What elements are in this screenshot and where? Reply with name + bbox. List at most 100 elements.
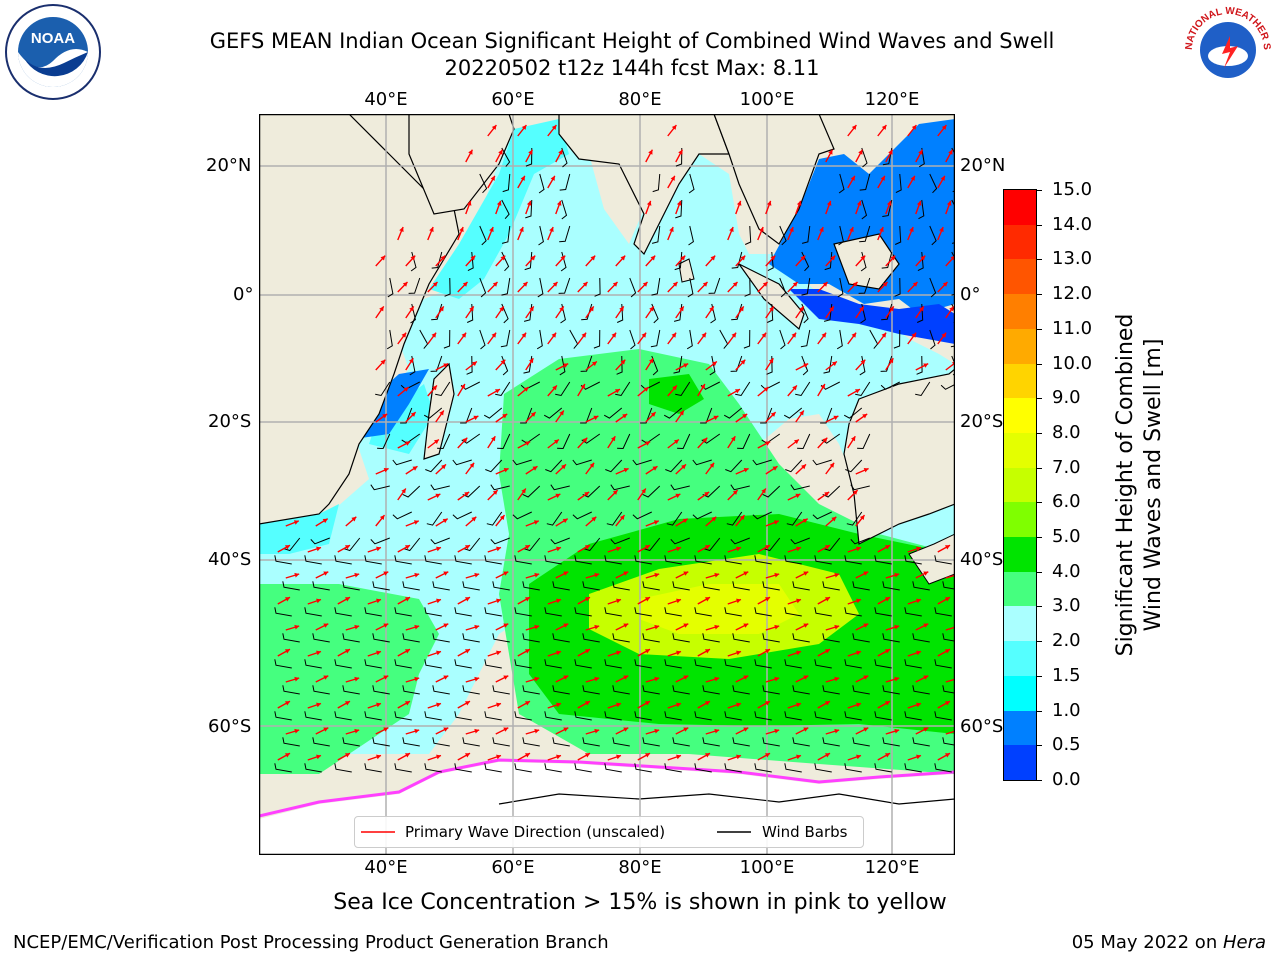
wave-direction-arrowhead [469, 462, 475, 468]
wave-direction-arrow [945, 626, 955, 631]
wind-barb [604, 659, 622, 669]
wind-barb [912, 685, 930, 695]
wave-direction-arrowhead [503, 675, 509, 680]
wave-direction-arrowhead [881, 125, 887, 130]
wave-direction-arrowhead [742, 413, 748, 419]
wave-direction-arrowhead [412, 466, 418, 471]
wind-barb [672, 633, 690, 643]
wave-direction-arrowhead [528, 149, 533, 155]
wave-direction-arrowhead [552, 282, 558, 287]
wave-direction-arrowhead [474, 728, 480, 734]
colorbar-tick-label: 2.0 [1052, 630, 1081, 652]
wind-barb [663, 407, 683, 419]
wind-barb [310, 537, 330, 545]
wave-direction-arrowhead [860, 255, 866, 261]
wind-barb [274, 659, 292, 669]
wave-direction-arrowhead [803, 623, 809, 628]
wind-barb [790, 537, 810, 545]
land-sumatra [738, 263, 805, 331]
wave-direction-arrowhead [525, 545, 530, 550]
ocean-blue-indonesia [789, 289, 955, 344]
wave-direction-arrowhead [496, 546, 501, 552]
wave-direction-arrowhead [732, 282, 738, 287]
wind-barb [394, 659, 412, 669]
wind-barb [435, 381, 451, 397]
wave-direction-arrowhead [563, 363, 569, 368]
wave-direction-arrowhead [643, 387, 649, 392]
wind-barb [364, 763, 382, 773]
wind-barb [634, 659, 652, 669]
wind-barb [664, 607, 682, 617]
wave-direction-arrowhead [949, 306, 954, 312]
wind-barb [634, 555, 652, 565]
wind-barb [814, 763, 832, 773]
wave-direction-arrowhead [468, 149, 473, 155]
wave-direction-arrowhead [774, 572, 780, 578]
colorbar-tick-mark [1036, 606, 1042, 608]
wave-direction-arrowhead [704, 491, 710, 497]
wave-direction-arrowhead [791, 332, 797, 338]
lon-label-top-60e: 60°E [491, 89, 535, 110]
wind-barb [904, 659, 922, 669]
wave-direction-arrowhead [769, 358, 774, 364]
wave-direction-arrowhead [834, 624, 840, 630]
colorbar-tick-mark [1036, 224, 1042, 226]
wind-barb [882, 581, 900, 591]
wind-barb [934, 555, 952, 565]
wave-direction-arrowhead [316, 650, 321, 656]
wind-barb [484, 555, 502, 565]
wind-barb [558, 277, 571, 294]
lon-label-bottom-80e: 80°E [618, 857, 662, 878]
wave-direction-arrowhead [735, 389, 740, 394]
wind-barb [424, 763, 442, 773]
wave-direction-arrowhead [641, 488, 646, 494]
wave-direction-arrowhead [382, 413, 388, 419]
wind-barb [915, 381, 931, 397]
wave-direction-arrowhead [709, 462, 715, 468]
wind-barb [823, 537, 841, 552]
wind-barb [603, 407, 623, 419]
wind-barb [612, 633, 630, 643]
wind-barb [694, 659, 712, 669]
wave-direction-arrow [945, 362, 955, 371]
wave-direction-arrowhead [941, 332, 947, 338]
colorbar-swatch [1004, 571, 1036, 607]
wave-direction-arrowhead [376, 546, 381, 552]
wave-direction-arrowhead [923, 363, 929, 368]
wave-direction-arrowhead [560, 255, 566, 261]
wind-barb [686, 329, 693, 350]
wave-direction-arrowhead [616, 754, 621, 760]
wave-direction-arrowhead [616, 598, 621, 604]
wind-barb [692, 459, 712, 466]
footer-date: 05 May 2022 on Hera [1072, 932, 1266, 953]
wind-barb [552, 633, 570, 643]
wind-barb [274, 711, 292, 721]
wind-barb [479, 277, 487, 298]
wind-barb [634, 607, 652, 617]
lon-label-bottom-100e: 100°E [739, 857, 795, 878]
wave-direction-arrowhead [345, 597, 350, 602]
wave-direction-arrowhead [383, 468, 389, 473]
wave-direction-arrowhead [594, 572, 600, 578]
wind-barb [612, 685, 630, 695]
wind-barb [572, 511, 592, 520]
wind-barb [282, 737, 300, 747]
wave-direction-arrowhead [820, 384, 825, 389]
wave-direction-arrowhead [443, 623, 449, 628]
wave-direction-arrowhead [856, 200, 862, 206]
wave-direction-arrowhead [323, 623, 329, 628]
wave-direction-arrowhead [383, 623, 389, 628]
wave-direction-arrowhead [503, 623, 509, 628]
wind-barb [583, 537, 601, 552]
lon-label-top-120e: 120°E [864, 89, 920, 110]
wave-direction-arrowhead [380, 359, 386, 365]
nws-logo: NATIONAL WEATHER SERVICE [1178, 0, 1275, 97]
wind-barb [651, 277, 661, 296]
wave-direction-arrowhead [736, 598, 741, 604]
wave-direction-arrowhead [916, 200, 922, 206]
wave-direction-arrowhead [620, 255, 626, 261]
wave-direction-arrowhead [474, 572, 480, 578]
colorbar-label-line1: Significant Height of Combined [1113, 313, 1138, 657]
wave-direction-arrowhead [803, 571, 809, 576]
wave-direction-arrowhead [863, 675, 869, 680]
